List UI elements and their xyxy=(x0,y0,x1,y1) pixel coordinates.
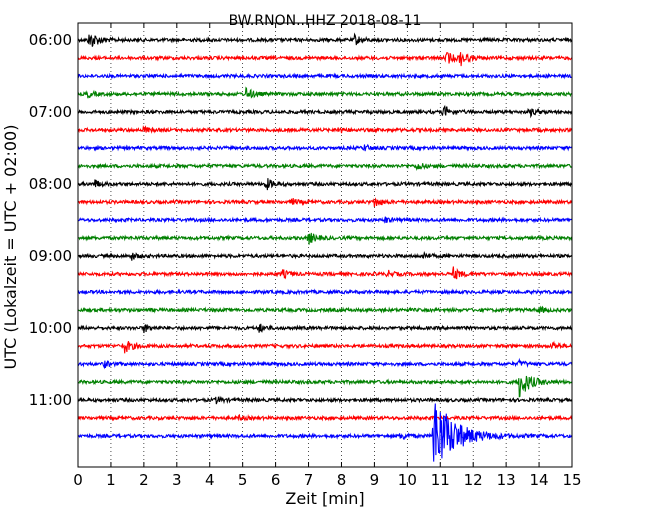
y-axis-label: UTC (Lokalzeit = UTC + 02:00) xyxy=(1,125,20,370)
trace-0800 xyxy=(77,178,573,191)
x-tick-label: 3 xyxy=(172,471,182,489)
trace-0745 xyxy=(77,162,573,172)
y-tick-label: 09:00 xyxy=(29,247,72,265)
trace-0700 xyxy=(77,104,573,119)
trace-0730 xyxy=(77,143,573,152)
x-tick-label: 15 xyxy=(562,471,581,489)
y-tick-label: 08:00 xyxy=(29,175,72,193)
y-tick-label: 07:00 xyxy=(29,103,72,121)
x-tick-label: 6 xyxy=(271,471,281,489)
x-tick-label: 11 xyxy=(431,471,450,489)
x-tick-label: 14 xyxy=(530,471,549,489)
trace-0815 xyxy=(77,197,573,207)
x-tick-label: 4 xyxy=(205,471,215,489)
trace-1130 xyxy=(77,403,573,462)
x-tick-label: 8 xyxy=(337,471,347,489)
trace-1045 xyxy=(77,375,573,398)
trace-0900 xyxy=(77,251,573,261)
x-axis-label: Zeit [min] xyxy=(285,489,364,508)
trace-0600 xyxy=(77,32,573,47)
trace-1015 xyxy=(77,340,573,354)
trace-0630 xyxy=(77,72,573,80)
trace-0615 xyxy=(77,51,573,67)
trace-1100 xyxy=(77,395,573,405)
trace-1030 xyxy=(77,357,573,370)
trace-0845 xyxy=(77,232,573,245)
x-tick-label: 10 xyxy=(398,471,417,489)
trace-0645 xyxy=(77,86,573,99)
x-tick-label: 2 xyxy=(139,471,149,489)
trace-0830 xyxy=(77,216,573,224)
x-tick-label: 5 xyxy=(238,471,248,489)
x-tick-label: 9 xyxy=(370,471,380,489)
trace-0715 xyxy=(77,125,573,134)
x-tick-label: 0 xyxy=(73,471,83,489)
x-tick-label: 7 xyxy=(304,471,314,489)
chart-title: BW.RNON..HHZ 2018-08-11 xyxy=(229,13,422,29)
trace-0945 xyxy=(77,305,573,315)
x-tick-label: 12 xyxy=(464,471,483,489)
y-tick-label: 11:00 xyxy=(29,391,72,409)
x-tick-label: 13 xyxy=(497,471,516,489)
x-tick-label: 1 xyxy=(106,471,116,489)
x-axis: 0 1 2 3 4 5 6 7 8 9 10 11 12 13 14 15 xyxy=(73,23,582,489)
trace-1000 xyxy=(77,323,573,334)
y-tick-label: 10:00 xyxy=(29,319,72,337)
y-tick-label: 06:00 xyxy=(29,31,72,49)
plot-frame xyxy=(77,22,573,468)
trace-1115 xyxy=(77,413,573,422)
y-axis: 06:00 07:00 08:00 09:00 10:00 11:00 xyxy=(29,31,572,409)
trace-group xyxy=(77,32,573,462)
trace-0915 xyxy=(77,266,573,280)
trace-0930 xyxy=(77,288,573,296)
